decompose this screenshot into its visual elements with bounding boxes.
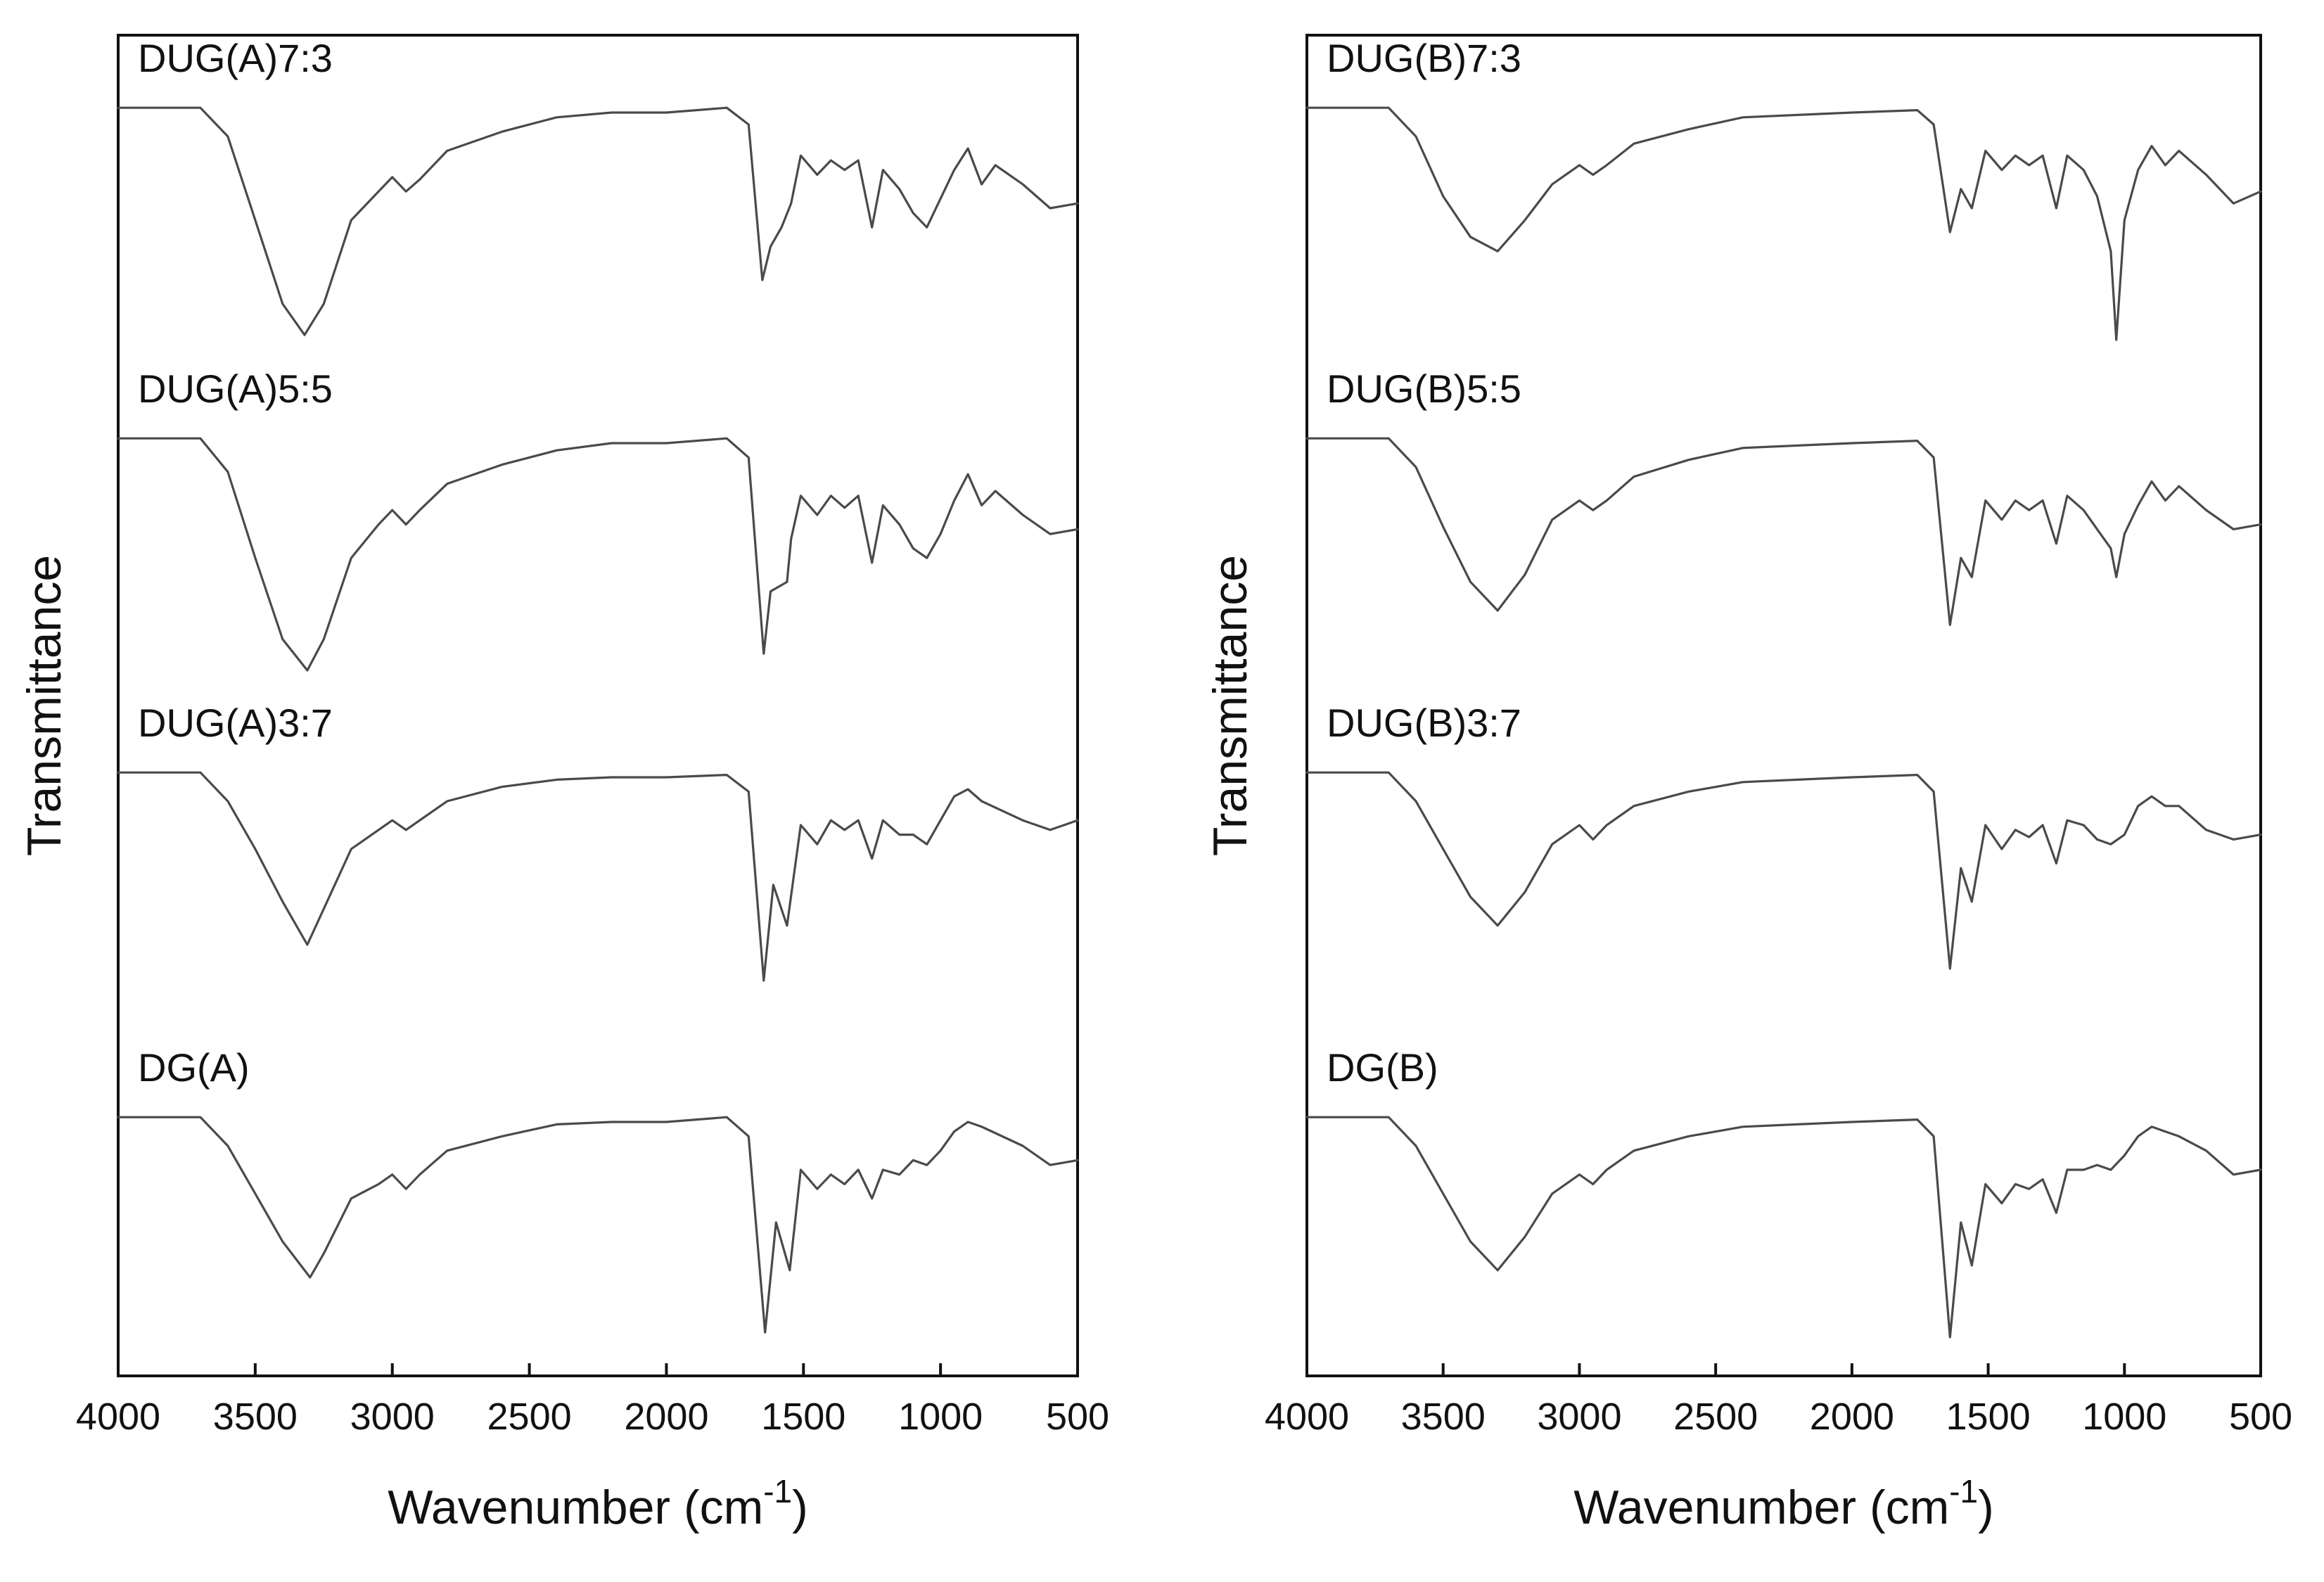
x-tick-label: 500 bbox=[2229, 1396, 2292, 1438]
x-tick-label: 1500 bbox=[1946, 1396, 2031, 1438]
x-tick-label: 1000 bbox=[2082, 1396, 2166, 1438]
x-axis-label-text: Wavenumber (cm bbox=[1573, 1481, 1949, 1534]
x-tick-label: 500 bbox=[1046, 1396, 1109, 1438]
x-axis-label-close: ) bbox=[1978, 1481, 1994, 1534]
x-axis-label-close: ) bbox=[792, 1481, 808, 1534]
plot-frame bbox=[117, 34, 1079, 1377]
series-label: DUG(A)7:3 bbox=[138, 36, 333, 80]
x-axis-label: Wavenumber (cm-1) bbox=[1573, 1473, 1994, 1534]
y-axis-label: Transmittance bbox=[1204, 555, 1257, 856]
x-tick-label: 1000 bbox=[898, 1396, 983, 1438]
x-axis-label-superscript: -1 bbox=[1949, 1473, 1978, 1510]
x-tick-label: 2500 bbox=[487, 1396, 572, 1438]
x-tick-label: 3500 bbox=[1401, 1396, 1486, 1438]
series-line bbox=[1305, 771, 2262, 970]
x-tick-label: 3000 bbox=[1537, 1396, 1621, 1438]
series-label: DG(B) bbox=[1327, 1045, 1438, 1090]
series-line bbox=[1305, 437, 2262, 626]
x-axis-label-text: Wavenumber (cm bbox=[388, 1481, 763, 1534]
x-tick-label: 2500 bbox=[1673, 1396, 1758, 1438]
series-line bbox=[117, 437, 1079, 672]
x-tick-label: 1500 bbox=[761, 1396, 845, 1438]
x-axis-label-superscript: -1 bbox=[763, 1473, 792, 1510]
series-line bbox=[1305, 1116, 2262, 1339]
x-tick-label: 4000 bbox=[1265, 1396, 1349, 1438]
series-line bbox=[117, 1116, 1079, 1334]
x-tick-label: 3500 bbox=[213, 1396, 298, 1438]
x-tick-label: 2000 bbox=[1810, 1396, 1894, 1438]
x-axis-label: Wavenumber (cm-1) bbox=[388, 1473, 808, 1534]
series-label: DUG(A)3:7 bbox=[138, 701, 333, 745]
x-tick-label: 2000 bbox=[624, 1396, 708, 1438]
series-line bbox=[117, 771, 1079, 982]
x-tick-label: 3000 bbox=[350, 1396, 435, 1438]
y-axis-label: Transmittance bbox=[18, 555, 71, 856]
x-tick-label: 4000 bbox=[76, 1396, 160, 1438]
series-label: DG(A) bbox=[138, 1045, 250, 1090]
plot-frame bbox=[1305, 34, 2262, 1377]
series-label: DUG(B)5:5 bbox=[1327, 366, 1521, 411]
panel-A: 4000 3500 3000 2500 2000 1500 1000 500 Wavenumbe… bbox=[18, 34, 1109, 1534]
series-label: DUG(A)5:5 bbox=[138, 366, 333, 411]
panel-B: 4000 3500 3000 2500 2000 1500 1000 500 Wavenumbe… bbox=[1204, 34, 2292, 1534]
series-label: DUG(B)3:7 bbox=[1327, 701, 1521, 745]
series-line bbox=[1305, 106, 2262, 341]
series-label: DUG(B)7:3 bbox=[1327, 36, 1521, 80]
series-line bbox=[117, 106, 1079, 336]
